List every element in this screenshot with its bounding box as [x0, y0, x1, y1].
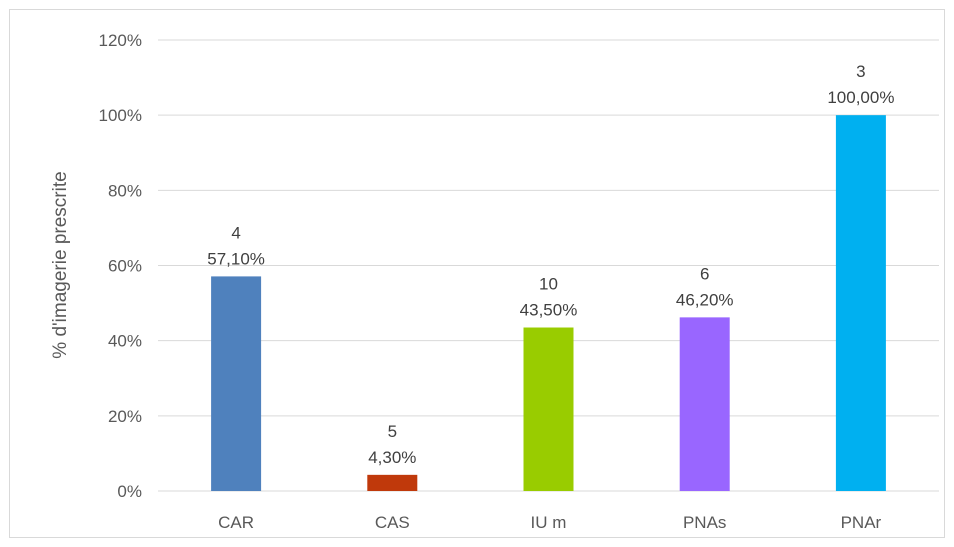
y-tick-label: 120% [99, 31, 142, 50]
bar-pnar [836, 115, 886, 491]
x-tick-label: CAR [218, 513, 254, 532]
x-tick-label: CAS [375, 513, 410, 532]
data-label-count: 10 [539, 275, 558, 294]
x-axis-category-labels: CAR CAS IU m PNAs PNAr [218, 513, 881, 532]
x-tick-label: PNAr [841, 513, 882, 532]
bar-cas [367, 475, 417, 491]
x-tick-label: IU m [531, 513, 567, 532]
data-label-percent: 43,50% [520, 301, 578, 320]
y-tick-label: 80% [108, 181, 142, 200]
data-label-percent: 57,10% [207, 249, 265, 268]
data-label-percent: 46,20% [676, 290, 734, 309]
data-label-percent: 4,30% [368, 448, 416, 467]
data-label-percent: 100,00% [827, 88, 894, 107]
y-tick-label: 40% [108, 332, 142, 351]
y-tick-label: 0% [117, 482, 142, 501]
data-label-count: 5 [388, 422, 397, 441]
y-tick-label: 20% [108, 407, 142, 426]
y-axis-title: % d'imagerie prescrite [50, 171, 71, 358]
y-tick-label: 100% [99, 106, 142, 125]
data-label-count: 4 [231, 223, 240, 242]
bar-car [211, 276, 261, 491]
data-label-count: 6 [700, 264, 709, 283]
bar-iu-m [524, 328, 574, 491]
y-tick-label: 60% [108, 257, 142, 276]
bar-pnas [680, 317, 730, 491]
x-tick-label: PNAs [683, 513, 726, 532]
y-axis-tick-labels: 0% 20% 40% 60% 80% 100% 120% [99, 31, 142, 501]
data-label-count: 3 [856, 62, 865, 81]
